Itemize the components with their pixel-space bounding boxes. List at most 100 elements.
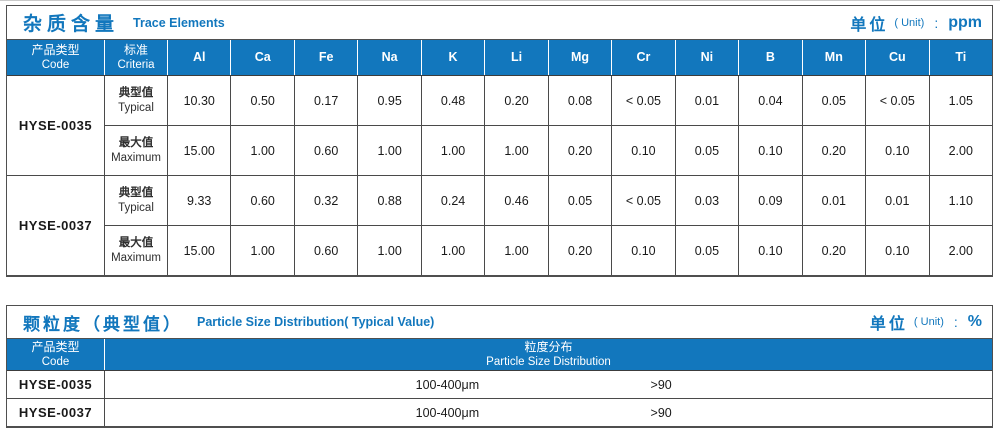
value-cell: 2.00 bbox=[929, 126, 992, 175]
criteria-maximum-cell: 最大值 Maximum bbox=[105, 226, 167, 275]
value-cell: 0.20 bbox=[548, 126, 612, 175]
criteria-typical-cell: 典型值 Typical bbox=[105, 176, 167, 225]
value-cell: 0.60 bbox=[294, 226, 358, 275]
trace-table-title-bar: 杂质含量 Trace Elements 单位 ( Unit) : ppm bbox=[7, 6, 992, 39]
product-code-cell: HYSE-0037 bbox=[7, 176, 104, 275]
header-element-Cr: Cr bbox=[612, 40, 675, 75]
value-cell: 0.10 bbox=[866, 126, 929, 175]
value-cell: 0.10 bbox=[612, 126, 675, 175]
criteria-max-en: Maximum bbox=[111, 151, 161, 164]
unit-value: % bbox=[967, 313, 982, 330]
value-cell: 0.46 bbox=[485, 176, 548, 225]
value-cell: 15.00 bbox=[168, 126, 231, 175]
criteria-typical-en: Typical bbox=[118, 201, 154, 214]
value-cell: 0.04 bbox=[739, 76, 802, 125]
value-cell: 0.10 bbox=[739, 226, 802, 275]
criteria-max-zh: 最大值 bbox=[118, 136, 154, 149]
header-product-code: 产品类型 Code bbox=[7, 339, 104, 370]
unit-value: ppm bbox=[948, 13, 982, 31]
criteria-typical-cell: 典型值 Typical bbox=[105, 76, 167, 125]
header-element-K: K bbox=[421, 40, 485, 75]
value-cell: 1.00 bbox=[421, 226, 485, 275]
header-product-zh: 产品类型 bbox=[31, 42, 80, 57]
trace-table-header-row: 产品类型 Code 标准 Criteria Al Ca Fe Na K Li M… bbox=[7, 39, 992, 76]
value-cell: 9.33 bbox=[168, 176, 231, 225]
particle-unit-label: 单位 ( Unit) : % bbox=[870, 310, 982, 334]
value-cell: 0.24 bbox=[421, 176, 485, 225]
value-cell: 2.00 bbox=[929, 226, 992, 275]
value-cell: 0.10 bbox=[866, 226, 929, 275]
header-element-Li: Li bbox=[485, 40, 548, 75]
size-percentage: >90 bbox=[650, 405, 672, 420]
header-dist-en: Particle Size Distribution bbox=[486, 355, 611, 368]
value-cell: 0.05 bbox=[675, 126, 739, 175]
value-cell: 0.20 bbox=[802, 126, 866, 175]
header-element-Fe: Fe bbox=[294, 40, 358, 75]
value-cell: 0.05 bbox=[548, 176, 612, 225]
value-cell: 0.20 bbox=[485, 76, 548, 125]
trace-table-body: HYSE-0035 典型值 Typical 10.30 0.50 0.17 0.… bbox=[7, 76, 992, 275]
value-cell: 0.09 bbox=[739, 176, 802, 225]
value-cell: 1.10 bbox=[929, 176, 992, 225]
particle-table-header-row: 产品类型 Code 粒度分布 Particle Size Distributio… bbox=[7, 338, 992, 371]
header-element-Mg: Mg bbox=[548, 40, 612, 75]
particle-title-zh: 颗粒度（典型值） bbox=[23, 314, 183, 334]
trace-unit-label: 单位 ( Unit) : ppm bbox=[850, 11, 982, 35]
value-cell: 0.03 bbox=[675, 176, 739, 225]
header-element-Ni: Ni bbox=[675, 40, 739, 75]
value-cell: 0.08 bbox=[548, 76, 612, 125]
trace-title-en: Trace Elements bbox=[133, 15, 225, 30]
value-cell: 0.01 bbox=[866, 176, 929, 225]
value-cell: 15.00 bbox=[168, 226, 231, 275]
unit-paren: ( Unit) bbox=[894, 16, 925, 29]
header-element-Mn: Mn bbox=[802, 40, 866, 75]
header-criteria: 标准 Criteria bbox=[105, 40, 167, 75]
value-cell: 0.50 bbox=[231, 76, 294, 125]
product-code-cell: HYSE-0035 bbox=[7, 371, 104, 398]
header-product-en: Code bbox=[41, 58, 70, 71]
header-particle-distribution: 粒度分布 Particle Size Distribution bbox=[105, 339, 992, 370]
header-product-en: Code bbox=[41, 355, 70, 368]
unit-colon: : bbox=[953, 314, 958, 330]
value-cell: 0.01 bbox=[675, 76, 739, 125]
value-cell: 0.05 bbox=[802, 76, 866, 125]
unit-colon: : bbox=[934, 14, 939, 31]
header-criteria-en: Criteria bbox=[117, 58, 155, 71]
value-cell: 1.00 bbox=[231, 226, 294, 275]
unit-zh: 单位 bbox=[869, 316, 908, 333]
value-cell: < 0.05 bbox=[612, 176, 675, 225]
value-cell: 1.00 bbox=[421, 126, 485, 175]
size-range: 100-400μm bbox=[415, 377, 480, 392]
value-cell: < 0.05 bbox=[866, 76, 929, 125]
value-cell: 1.00 bbox=[358, 126, 421, 175]
size-percentage: >90 bbox=[650, 377, 672, 392]
value-cell: 10.30 bbox=[168, 76, 231, 125]
header-element-Ti: Ti bbox=[929, 40, 992, 75]
trace-title-zh: 杂质含量 bbox=[23, 14, 120, 35]
header-element-Ca: Ca bbox=[231, 40, 294, 75]
value-cell: 0.95 bbox=[358, 76, 421, 125]
unit-zh: 单位 bbox=[850, 16, 889, 34]
header-product-code: 产品类型 Code bbox=[7, 40, 104, 75]
criteria-maximum-cell: 最大值 Maximum bbox=[105, 126, 167, 175]
header-product-zh: 产品类型 bbox=[31, 339, 80, 354]
value-cell: 0.20 bbox=[802, 226, 866, 275]
value-cell: < 0.05 bbox=[612, 76, 675, 125]
header-element-Na: Na bbox=[358, 40, 421, 75]
value-cell: 0.32 bbox=[294, 176, 358, 225]
header-dist-zh: 粒度分布 bbox=[524, 339, 573, 354]
value-cell: 1.00 bbox=[358, 226, 421, 275]
header-criteria-zh: 标准 bbox=[123, 42, 148, 57]
unit-paren: ( Unit) bbox=[913, 316, 944, 328]
criteria-typical-zh: 典型值 bbox=[118, 186, 154, 199]
distribution-row: 100-400μm >90 bbox=[105, 399, 992, 426]
value-cell: 0.17 bbox=[294, 76, 358, 125]
particle-title-en: Particle Size Distribution( Typical Valu… bbox=[197, 315, 435, 329]
product-code-cell: HYSE-0035 bbox=[7, 76, 104, 175]
header-element-Cu: Cu bbox=[866, 40, 929, 75]
header-element-Al: Al bbox=[168, 40, 231, 75]
criteria-typical-zh: 典型值 bbox=[118, 86, 154, 99]
value-cell: 0.60 bbox=[294, 126, 358, 175]
criteria-max-zh: 最大值 bbox=[118, 236, 154, 249]
value-cell: 0.01 bbox=[802, 176, 866, 225]
